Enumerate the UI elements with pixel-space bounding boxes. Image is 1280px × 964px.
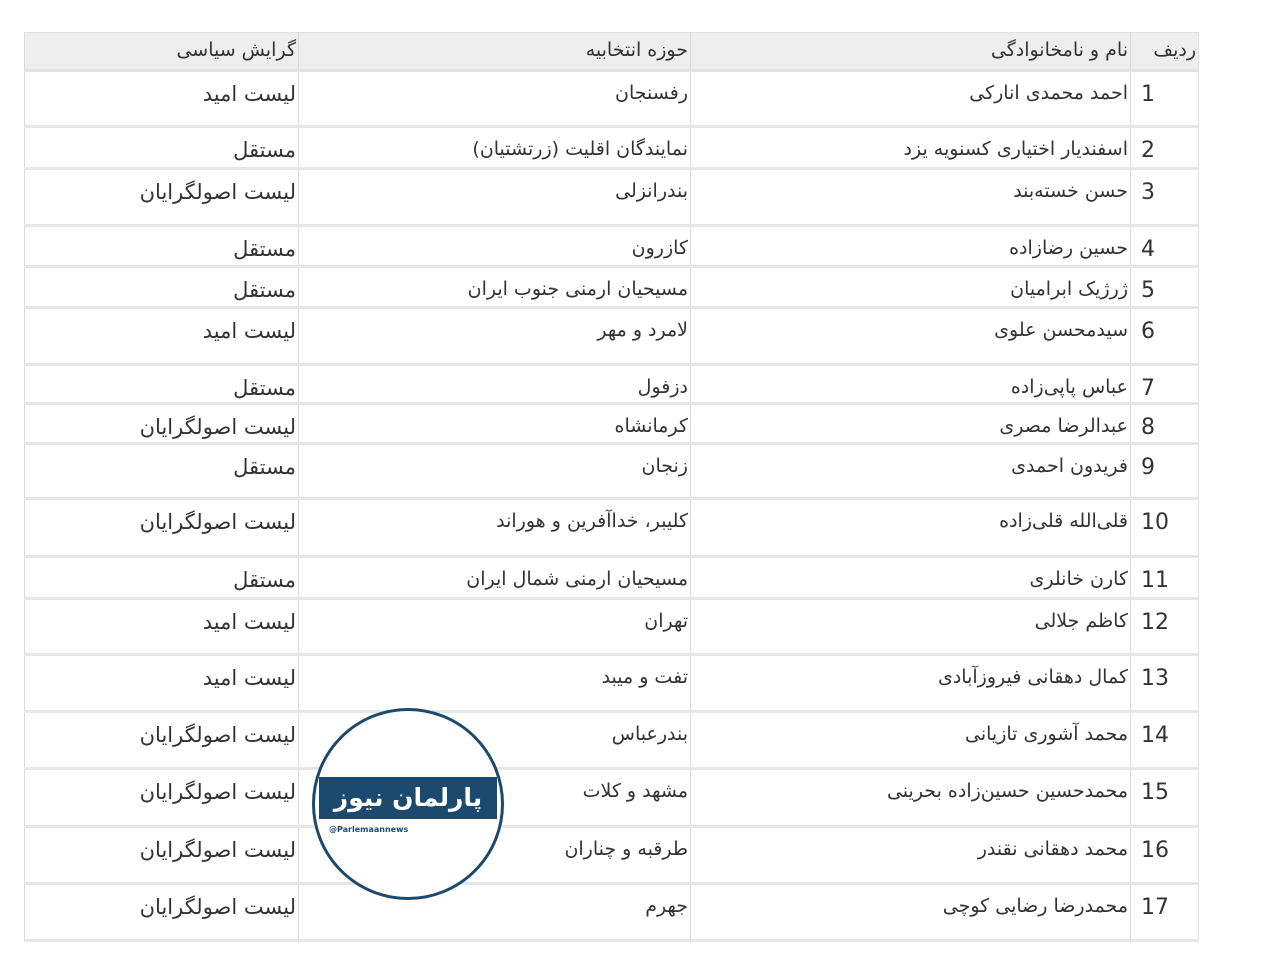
table-header: ردیف نام و نامخانوادگی حوزه انتخابیه گرا… xyxy=(24,32,1199,72)
district: مسیحیان ارمنی شمال ایران xyxy=(298,556,691,600)
row-number: 1 xyxy=(1130,70,1199,128)
table-row: 9 فریدون احمدی زنجان مستقل xyxy=(24,443,1199,500)
table-row: 8 عبدالرضا مصری کرمانشاه لیست اصولگرایان xyxy=(24,403,1199,445)
table-row: 7 عباس پاپی‌زاده دزفول مستقل xyxy=(24,364,1199,405)
row-number: 6 xyxy=(1130,307,1199,366)
political-trend: مستقل xyxy=(24,364,299,405)
header-row-number: ردیف xyxy=(1130,32,1199,72)
political-trend: لیست اصولگرایان xyxy=(24,403,299,445)
row-number: 8 xyxy=(1130,403,1199,445)
table-row: 4 حسین رضازاده کازرون مستقل xyxy=(24,225,1199,268)
row-number: 17 xyxy=(1130,883,1199,942)
member-name: کارن خانلری xyxy=(690,556,1131,600)
member-name: محمد دهقانی نقندر xyxy=(690,826,1131,885)
district: کرمانشاه xyxy=(298,403,691,445)
table-row: 10 قلی‌الله قلی‌زاده کلیبر، خداآفرین و هور… xyxy=(24,498,1199,558)
table-row: 13 کمال دهقانی فیروزآبادی تفت و میبد لیست ا… xyxy=(24,654,1199,713)
political-trend: مستقل xyxy=(24,556,299,600)
district: زنجان xyxy=(298,443,691,500)
row-number: 15 xyxy=(1130,768,1199,828)
header-district: حوزه انتخابیه xyxy=(298,32,691,72)
row-number: 12 xyxy=(1130,598,1199,656)
table-row: 11 کارن خانلری مسیحیان ارمنی شمال ایران مست… xyxy=(24,556,1199,600)
member-name: حسین رضازاده xyxy=(690,225,1131,268)
district: کلیبر، خداآفرین و هوراند xyxy=(298,498,691,558)
district: لامرد و مهر xyxy=(298,307,691,366)
table-row: 16 محمد دهقانی نقندر طرقبه و چناران لیست اص… xyxy=(24,826,1199,885)
political-trend: لیست امید xyxy=(24,70,299,128)
member-name: ژرژیک ابرامیان xyxy=(690,266,1131,309)
member-name: کمال دهقانی فیروزآبادی xyxy=(690,654,1131,713)
member-name: قلی‌الله قلی‌زاده xyxy=(690,498,1131,558)
table-row: 1 احمد محمدی انارکی رفسنجان لیست امید xyxy=(24,70,1199,128)
district: دزفول xyxy=(298,364,691,405)
district: جهرم xyxy=(298,883,691,942)
political-trend: مستقل xyxy=(24,126,299,170)
member-name: محمدرضا رضایی کوچی xyxy=(690,883,1131,942)
header-trend: گرایش سیاسی xyxy=(24,32,299,72)
district: تفت و میبد xyxy=(298,654,691,713)
member-name: محمدحسین حسین‌زاده بحرینی xyxy=(690,768,1131,828)
district: کازرون xyxy=(298,225,691,268)
parlemaan-news-logo: پارلمان نیوز @Parlemaannews xyxy=(312,708,504,900)
political-trend: لیست اصولگرایان xyxy=(24,711,299,770)
member-name: سیدمحسن علوی xyxy=(690,307,1131,366)
member-name: احمد محمدی انارکی xyxy=(690,70,1131,128)
political-trend: لیست امید xyxy=(24,307,299,366)
member-name: محمد آشوری تازیانی xyxy=(690,711,1131,770)
member-name: فریدون احمدی xyxy=(690,443,1131,500)
member-name: حسن خسته‌بند xyxy=(690,168,1131,227)
table-row: 5 ژرژیک ابرامیان مسیحیان ارمنی جنوب ایران م… xyxy=(24,266,1199,309)
row-number: 2 xyxy=(1130,126,1199,170)
table-row: 2 اسفندیار اختیاری کسنویه یزد نمایندگان اق… xyxy=(24,126,1199,170)
political-trend: لیست اصولگرایان xyxy=(24,498,299,558)
row-number: 3 xyxy=(1130,168,1199,227)
district: بندرانزلی xyxy=(298,168,691,227)
district: نمایندگان اقلیت (زرتشتیان) xyxy=(298,126,691,170)
logo-wordmark: پارلمان نیوز xyxy=(319,777,497,819)
political-trend: لیست امید xyxy=(24,654,299,713)
logo-handle: @Parlemaannews xyxy=(329,825,409,834)
table-row: 6 سیدمحسن علوی لامرد و مهر لیست امید xyxy=(24,307,1199,366)
political-trend: لیست امید xyxy=(24,598,299,656)
political-trend: مستقل xyxy=(24,266,299,309)
table-row: 12 کاظم جلالی تهران لیست امید xyxy=(24,598,1199,656)
district: مسیحیان ارمنی جنوب ایران xyxy=(298,266,691,309)
members-table: ردیف نام و نامخانوادگی حوزه انتخابیه گرا… xyxy=(24,32,1199,942)
member-name: اسفندیار اختیاری کسنویه یزد xyxy=(690,126,1131,170)
table-row: 17 محمدرضا رضایی کوچی جهرم لیست اصولگرایان xyxy=(24,883,1199,942)
row-number: 16 xyxy=(1130,826,1199,885)
table-row: 3 حسن خسته‌بند بندرانزلی لیست اصولگرایان xyxy=(24,168,1199,227)
district: تهران xyxy=(298,598,691,656)
member-name: کاظم جلالی xyxy=(690,598,1131,656)
table-row: 14 محمد آشوری تازیانی بندرعباس لیست اصولگرا… xyxy=(24,711,1199,770)
member-name: عباس پاپی‌زاده xyxy=(690,364,1131,405)
row-number: 13 xyxy=(1130,654,1199,713)
row-number: 10 xyxy=(1130,498,1199,558)
political-trend: مستقل xyxy=(24,225,299,268)
table-row: 15 محمدحسین حسین‌زاده بحرینی مشهد و کلات لی… xyxy=(24,768,1199,828)
political-trend: مستقل xyxy=(24,443,299,500)
header-name: نام و نامخانوادگی xyxy=(690,32,1131,72)
political-trend: لیست اصولگرایان xyxy=(24,168,299,227)
row-number: 5 xyxy=(1130,266,1199,309)
political-trend: لیست اصولگرایان xyxy=(24,826,299,885)
row-number: 14 xyxy=(1130,711,1199,770)
row-number: 11 xyxy=(1130,556,1199,600)
political-trend: لیست اصولگرایان xyxy=(24,883,299,942)
district: رفسنجان xyxy=(298,70,691,128)
row-number: 7 xyxy=(1130,364,1199,405)
row-number: 9 xyxy=(1130,443,1199,500)
member-name: عبدالرضا مصری xyxy=(690,403,1131,445)
political-trend: لیست اصولگرایان xyxy=(24,768,299,828)
row-number: 4 xyxy=(1130,225,1199,268)
